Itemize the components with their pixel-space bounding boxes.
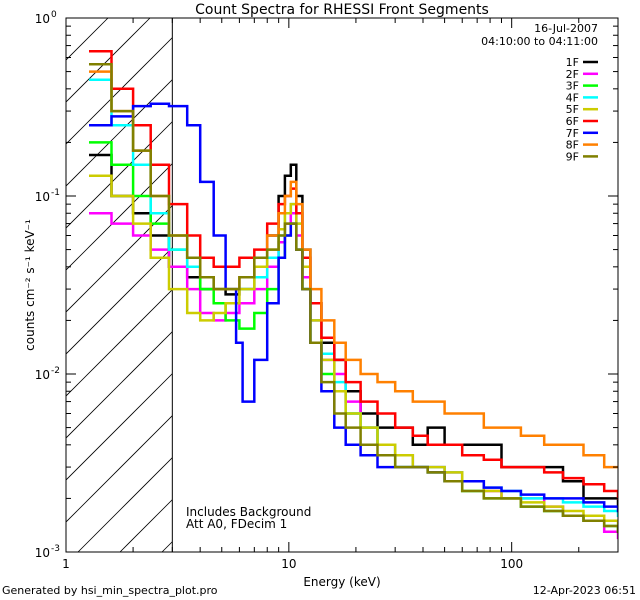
x-axis-label: Energy (keV) <box>303 575 380 589</box>
y-tick-exponent: 0 <box>51 10 57 20</box>
footer-date: 12-Apr-2023 06:51 <box>532 584 636 597</box>
y-tick-exponent: -2 <box>51 366 60 376</box>
y-tick-exponent: -1 <box>51 188 60 198</box>
y-tick-label: 10 <box>35 546 50 560</box>
legend-label-9F: 9F <box>566 150 579 163</box>
legend-label-3F: 3F <box>566 80 579 93</box>
hatch-line <box>66 18 193 145</box>
legend-label-8F: 8F <box>566 139 579 152</box>
x-tick-label: 1 <box>62 557 70 571</box>
series-layer <box>89 50 618 540</box>
legend-label-6F: 6F <box>566 115 579 128</box>
series-line-9F <box>89 62 618 533</box>
legend-label-2F: 2F <box>566 68 579 81</box>
footer-generated-by: Generated by hsi_min_spectra_plot.pro <box>2 584 218 597</box>
legend-date: 16-Jul-2007 <box>534 22 598 35</box>
legend-label-7F: 7F <box>566 127 579 140</box>
axis-ticks <box>65 17 619 553</box>
x-tick-label: 10 <box>281 557 296 571</box>
legend-label-5F: 5F <box>566 103 579 116</box>
legend-time-range: 04:10:00 to 04:11:00 <box>481 35 598 48</box>
x-tick-label: 100 <box>500 557 523 571</box>
legend-label-1F: 1F <box>566 56 579 69</box>
y-axis-label: counts cm⁻² s⁻¹ keV⁻¹ <box>23 219 37 351</box>
y-tick-label: 10 <box>35 368 50 382</box>
y-tick-label: 10 <box>35 12 50 26</box>
annotation-background: Includes Background <box>186 505 311 519</box>
y-tick-label: 10 <box>35 190 50 204</box>
legend-label-4F: 4F <box>566 91 579 104</box>
chart-title: Count Spectra for RHESSI Front Segments <box>195 2 489 18</box>
annotation-attenuator: Att A0, FDecim 1 <box>186 517 287 531</box>
plot-frame <box>65 17 619 553</box>
y-tick-exponent: -3 <box>51 544 60 554</box>
